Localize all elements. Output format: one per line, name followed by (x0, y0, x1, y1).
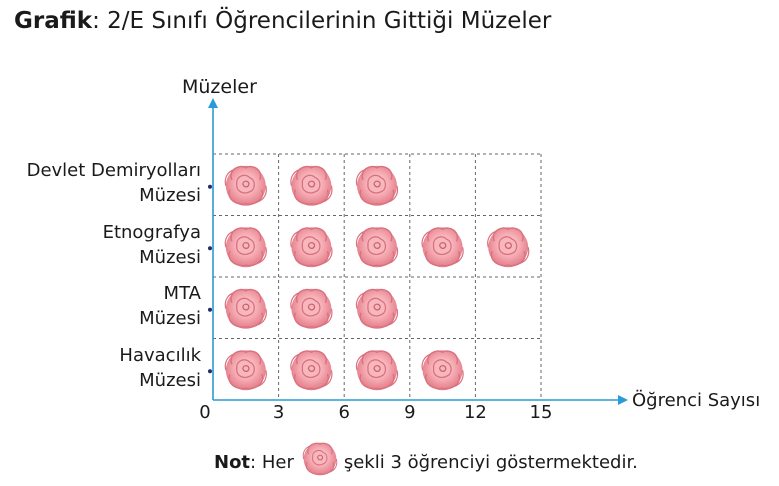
category-dot (208, 184, 212, 189)
rose-icon (355, 349, 399, 391)
x-tick-label: 6 (338, 402, 350, 423)
legend-note: Not: Her şekli 3 öğrenciyi göstermektedir… (214, 442, 638, 477)
x-tick-label: 0 (199, 402, 211, 423)
chart-title: Grafik: 2/E Sınıfı Öğrencilerinin Gittiğ… (14, 8, 552, 34)
category-label-line: Müzesi (139, 185, 201, 206)
category-dot (208, 307, 212, 312)
x-axis-arrow (618, 395, 628, 405)
rose-icon (224, 288, 268, 330)
category-label-line: Müzesi (139, 308, 201, 329)
category-label: Devlet Demiryolları Müzesi (27, 158, 201, 208)
rose-icon (302, 442, 338, 476)
rose-icon (224, 349, 268, 391)
category-label: Havacılık Müzesi (119, 343, 201, 393)
category-label-line: Müzesi (139, 369, 201, 391)
rose-icon (355, 226, 399, 268)
rose-icon (355, 165, 399, 207)
rose-icon (290, 165, 333, 207)
category-label-line: Müzesi (139, 246, 201, 268)
category-dot (208, 246, 212, 251)
category-label-line: Etnografya (102, 221, 201, 243)
category-label: MTA Müzesi (139, 281, 201, 331)
category-label-line: Havacılık (119, 344, 201, 366)
x-tick-label: 15 (529, 402, 553, 423)
x-tick-label: 12 (463, 402, 487, 423)
rose-icon (290, 226, 333, 268)
y-axis-arrow (208, 98, 218, 108)
rose-icon (486, 226, 530, 268)
rose-icon (421, 349, 464, 391)
x-tick-label: 3 (272, 402, 285, 423)
rose-icon (421, 226, 464, 268)
category-dot (208, 369, 212, 374)
rose-icon (290, 349, 333, 391)
y-axis-label: Müzeler (182, 76, 257, 98)
rose-icon (224, 165, 268, 207)
category-label-line: Devlet Demiryolları (26, 160, 201, 181)
rose-icon (355, 288, 399, 330)
category-label-line: MTA (163, 283, 201, 304)
rose-icon (224, 226, 268, 268)
x-tick-label: 9 (404, 402, 416, 423)
category-label: Etnografya Müzesi (103, 220, 201, 270)
x-axis-label: Öğrenci Sayısı (632, 390, 761, 411)
rose-icon (290, 288, 333, 330)
